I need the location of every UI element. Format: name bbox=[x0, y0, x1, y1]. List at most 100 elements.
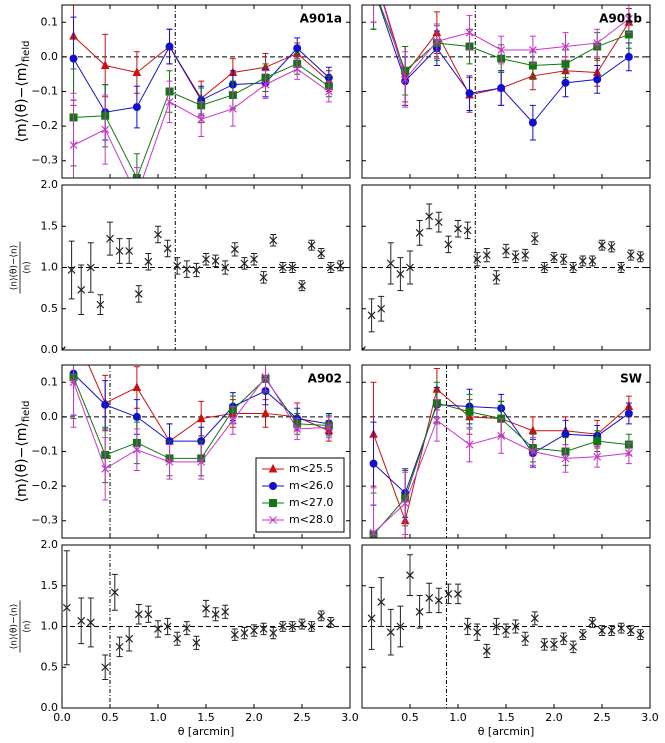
marker bbox=[165, 457, 174, 466]
marker bbox=[593, 452, 602, 461]
marker bbox=[521, 251, 530, 260]
marker bbox=[115, 247, 124, 255]
marker bbox=[497, 84, 506, 93]
marker bbox=[250, 255, 258, 264]
marker bbox=[134, 289, 143, 298]
marker bbox=[550, 253, 558, 262]
marker bbox=[473, 628, 482, 637]
marker bbox=[593, 39, 602, 47]
marker bbox=[240, 259, 249, 268]
marker bbox=[617, 263, 626, 272]
marker bbox=[636, 252, 645, 261]
y-axis-label: ⟨m⟩(θ)−⟨m⟩field bbox=[14, 41, 32, 143]
marker bbox=[561, 454, 570, 463]
marker bbox=[173, 261, 182, 270]
marker bbox=[69, 378, 78, 387]
x-tick-label: 2.5 bbox=[593, 711, 611, 724]
marker bbox=[561, 430, 570, 439]
y-tick-label: −0.1 bbox=[31, 85, 58, 98]
marker bbox=[192, 638, 201, 647]
x-tick-label: 2.0 bbox=[545, 711, 563, 724]
marker bbox=[101, 663, 110, 672]
marker bbox=[202, 255, 210, 264]
marker bbox=[307, 622, 316, 631]
y-tick-label: −0.2 bbox=[31, 119, 58, 132]
marker bbox=[482, 647, 491, 655]
marker bbox=[521, 634, 530, 643]
marker bbox=[497, 46, 506, 54]
marker bbox=[134, 610, 143, 619]
marker bbox=[401, 499, 410, 508]
marker bbox=[465, 28, 474, 37]
marker bbox=[101, 125, 110, 134]
marker bbox=[617, 624, 626, 633]
panel: 0.0 0.5 1.0 1.5 2.0 ⟨n⟩(θ)−⟨n⟩ ⟨n⟩ bbox=[10, 178, 351, 356]
y-axis-label-main: ⟨m⟩(θ)−⟨m⟩ bbox=[14, 62, 30, 142]
marker bbox=[298, 620, 306, 628]
panel-title: A901b bbox=[599, 12, 642, 26]
marker bbox=[132, 382, 142, 391]
marker bbox=[77, 285, 86, 294]
y-axis-label-main: ⟨m⟩(θ)−⟨m⟩ bbox=[14, 422, 30, 502]
plot-area bbox=[62, 5, 350, 178]
plot-content bbox=[62, 365, 350, 538]
y-tick-label: 0.5 bbox=[41, 660, 59, 673]
y-axis-label-denominator: ⟨n⟩ bbox=[23, 261, 33, 274]
marker bbox=[624, 14, 633, 23]
marker bbox=[396, 622, 405, 631]
marker bbox=[165, 42, 174, 51]
marker bbox=[626, 251, 635, 260]
panel: 0.0 0.5 1.0 1.5 2.0 2.5 3.0 0.0 0.5 1.0 1.5 2.0 θ [a… bbox=[10, 538, 359, 738]
y-tick-label: 1.5 bbox=[41, 579, 59, 592]
panel-title: SW bbox=[620, 372, 642, 386]
legend: m<25.5 m<26.0 m<27.0 m<28.0 bbox=[255, 457, 345, 533]
marker bbox=[434, 218, 443, 227]
marker bbox=[528, 46, 537, 54]
marker bbox=[432, 416, 441, 425]
y-tick-label: 0.0 bbox=[41, 343, 59, 356]
plot-content bbox=[62, 545, 350, 708]
plot-content bbox=[362, 185, 650, 350]
y-axis-label-sub: field bbox=[21, 41, 32, 63]
marker bbox=[559, 255, 568, 264]
marker bbox=[269, 482, 277, 490]
marker bbox=[132, 67, 142, 76]
marker bbox=[182, 624, 191, 633]
marker bbox=[415, 228, 424, 237]
marker bbox=[261, 373, 270, 382]
marker bbox=[511, 252, 520, 261]
marker bbox=[367, 311, 376, 320]
marker bbox=[196, 413, 206, 423]
marker bbox=[211, 256, 220, 265]
marker bbox=[588, 256, 597, 265]
marker bbox=[317, 611, 326, 620]
marker bbox=[269, 629, 278, 637]
marker bbox=[362, 346, 366, 350]
marker bbox=[463, 226, 472, 235]
x-tick-label: 0.0 bbox=[53, 711, 71, 724]
marker bbox=[511, 622, 520, 631]
marker bbox=[173, 634, 182, 643]
marker bbox=[144, 610, 153, 619]
marker bbox=[569, 642, 578, 651]
marker bbox=[492, 273, 501, 282]
marker bbox=[598, 626, 606, 635]
marker bbox=[317, 249, 326, 258]
marker bbox=[550, 640, 558, 649]
x-tick-label: 1.0 bbox=[449, 711, 467, 724]
marker bbox=[293, 425, 302, 433]
y-tick-label: −0.3 bbox=[31, 154, 58, 167]
marker bbox=[101, 464, 110, 473]
marker bbox=[67, 266, 76, 274]
marker bbox=[154, 230, 162, 239]
marker bbox=[62, 603, 71, 612]
marker bbox=[228, 104, 237, 113]
marker bbox=[288, 622, 297, 631]
marker bbox=[278, 263, 287, 272]
marker bbox=[106, 234, 114, 243]
marker bbox=[540, 640, 549, 649]
marker bbox=[432, 37, 441, 46]
marker bbox=[163, 244, 172, 253]
marker bbox=[406, 263, 414, 272]
